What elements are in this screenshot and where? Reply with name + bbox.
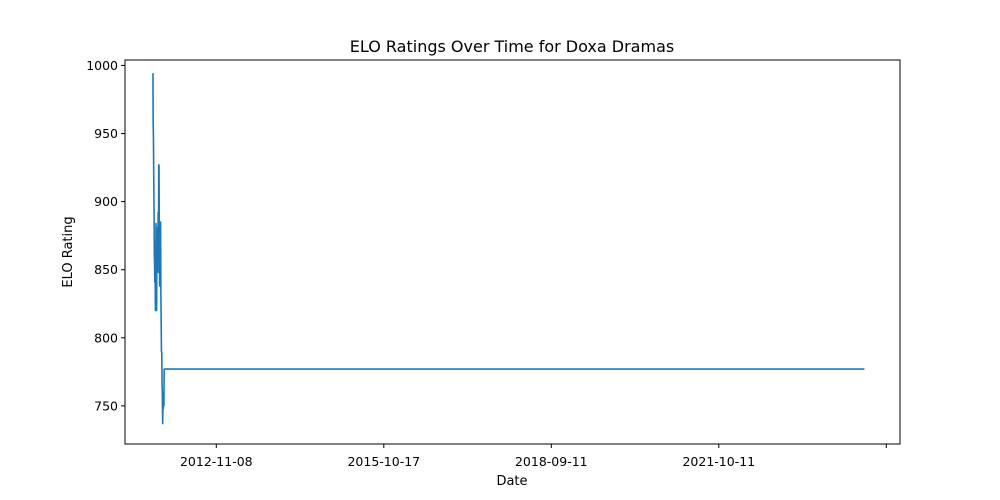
- y-tick-label: 1000: [86, 58, 118, 73]
- x-tick-label: 2012-11-08: [180, 454, 253, 469]
- x-tick-label: 2021-10-11: [682, 454, 755, 469]
- y-tick-label: 900: [94, 194, 118, 209]
- y-tick-label: 750: [94, 398, 118, 413]
- x-axis-ticks: 2012-11-08 2015-10-17 2018-09-11 2021-10-11: [180, 444, 887, 469]
- plot-frame: [124, 59, 901, 445]
- y-tick-label: 950: [94, 126, 118, 141]
- plot-area: [125, 60, 900, 444]
- y-axis-label: ELO Rating: [61, 216, 76, 287]
- y-axis-ticks: 750 800 850 900 950 1000: [86, 58, 125, 413]
- chart-title: ELO Ratings Over Time for Doxa Dramas: [350, 37, 674, 56]
- x-tick-label: 2015-10-17: [347, 454, 420, 469]
- chart-marks: [152, 72, 865, 425]
- x-tick-label: 2018-09-11: [515, 454, 588, 469]
- y-tick-label: 800: [94, 330, 118, 345]
- x-axis-label: Date: [496, 474, 527, 489]
- series-line-0: [152, 72, 865, 425]
- y-tick-label: 850: [94, 262, 118, 277]
